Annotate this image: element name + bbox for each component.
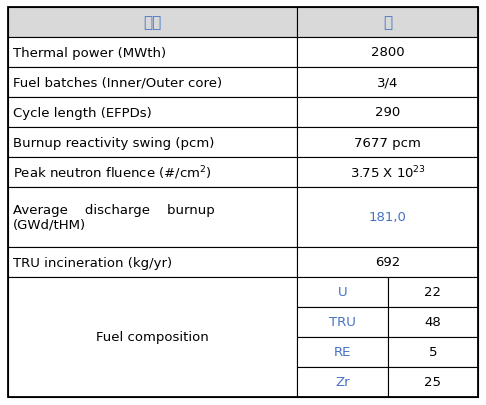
Text: 3.75 X 10$^{23}$: 3.75 X 10$^{23}$ [349,164,426,181]
Bar [297,158,478,188]
Bar [8,38,297,68]
Bar [297,367,387,397]
Bar [387,307,478,337]
Bar [297,247,478,277]
Bar [8,8,297,38]
Text: 값: 값 [383,15,392,30]
Bar [8,277,297,397]
Bar [297,8,478,38]
Text: TRU: TRU [329,316,356,329]
Bar [8,188,297,247]
Text: TRU incineration (kg/yr): TRU incineration (kg/yr) [13,256,172,269]
Text: 5: 5 [429,345,437,358]
Bar [8,158,297,188]
Bar [297,38,478,68]
Text: 48: 48 [424,316,441,329]
Text: 2800: 2800 [371,47,404,60]
Bar [8,247,297,277]
Text: Average    discharge    burnup
(GWd/tHM): Average discharge burnup (GWd/tHM) [13,203,215,231]
Bar [387,367,478,397]
Bar [387,277,478,307]
Text: 25: 25 [424,375,441,388]
Text: 인자: 인자 [143,15,162,30]
Bar [387,337,478,367]
Text: 3/4: 3/4 [377,76,398,89]
Text: Fuel batches (Inner/Outer core): Fuel batches (Inner/Outer core) [13,76,222,89]
Bar [297,98,478,128]
Bar [8,128,297,158]
Text: Fuel composition: Fuel composition [96,331,209,344]
Text: Cycle length (EFPDs): Cycle length (EFPDs) [13,106,152,119]
Text: Peak neutron fluence (#/cm$^2$): Peak neutron fluence (#/cm$^2$) [13,164,212,181]
Bar [297,188,478,247]
Text: Thermal power (MWth): Thermal power (MWth) [13,47,166,60]
Bar [297,307,387,337]
Bar [297,337,387,367]
Text: Zr: Zr [335,375,349,388]
Text: 7677 pcm: 7677 pcm [354,136,421,149]
Text: Burnup reactivity swing (pcm): Burnup reactivity swing (pcm) [13,136,214,149]
Bar [297,128,478,158]
Text: RE: RE [333,345,351,358]
Bar [8,98,297,128]
Text: 22: 22 [424,286,441,299]
Bar [297,68,478,98]
Bar [297,277,387,307]
Text: 181,0: 181,0 [368,211,406,224]
Text: 692: 692 [375,256,400,269]
Text: U: U [337,286,347,299]
Text: 290: 290 [375,106,400,119]
Bar [8,68,297,98]
